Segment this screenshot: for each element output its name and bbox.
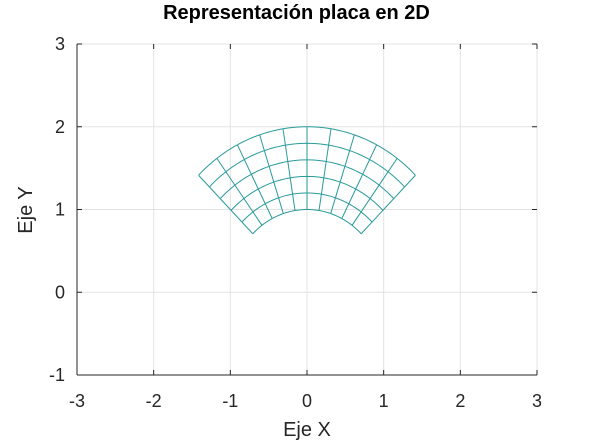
chart-title: Representación placa en 2D — [163, 2, 430, 24]
mesh-radial-line — [216, 158, 263, 226]
mesh — [198, 126, 416, 235]
mesh-radial-line — [282, 128, 296, 211]
x-tick-label: -1 — [222, 391, 238, 411]
y-axis-label: Eje Y — [15, 186, 37, 233]
mesh-radial-line — [360, 174, 416, 235]
y-tick-label: 2 — [55, 117, 65, 137]
y-tick-label: 1 — [55, 200, 65, 220]
y-tick-label: -1 — [49, 365, 65, 385]
mesh-radial-line — [198, 174, 254, 235]
x-tick-label: -2 — [146, 391, 162, 411]
x-tick-label: 3 — [532, 391, 542, 411]
x-tick-label: 1 — [379, 391, 389, 411]
x-axis-label: Eje X — [283, 419, 331, 440]
axes — [76, 43, 538, 376]
mesh-radial-line — [330, 134, 355, 214]
x-tick-label: 2 — [455, 391, 465, 411]
y-tick-label: 0 — [55, 282, 65, 302]
mesh-radial-line — [318, 128, 332, 211]
mesh-radial-line — [259, 134, 284, 214]
mesh-radial-line — [351, 158, 398, 226]
mesh-radial-line — [341, 144, 378, 219]
x-tick-label: 0 — [302, 391, 312, 411]
tick-labels: -3 -2 -1 0 1 2 3 -1 0 1 2 3 — [49, 34, 542, 411]
y-tick-label: 3 — [55, 34, 65, 54]
mesh-radial-line — [236, 144, 273, 219]
x-tick-label: -3 — [69, 391, 85, 411]
